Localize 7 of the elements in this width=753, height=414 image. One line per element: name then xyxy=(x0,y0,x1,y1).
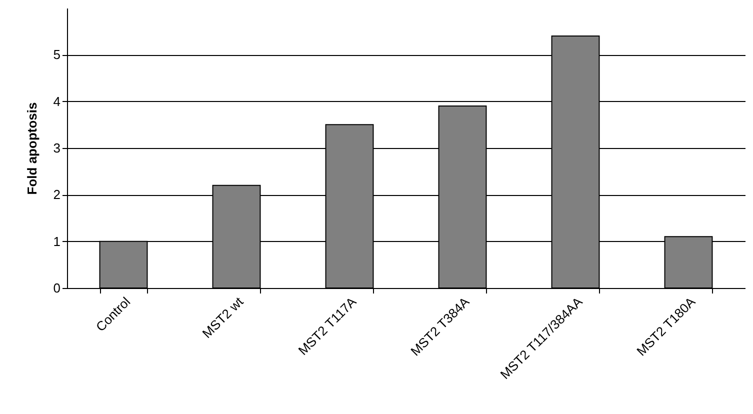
y-axis-title: Fold apoptosis xyxy=(24,102,40,195)
y-tick-label: 0 xyxy=(53,280,60,296)
y-tick-label: 3 xyxy=(53,140,60,156)
y-tick-label: 1 xyxy=(53,234,60,249)
y-tick-label: 2 xyxy=(53,187,60,202)
y-tick-label: 5 xyxy=(53,47,60,62)
y-tick-label: 4 xyxy=(53,94,60,109)
